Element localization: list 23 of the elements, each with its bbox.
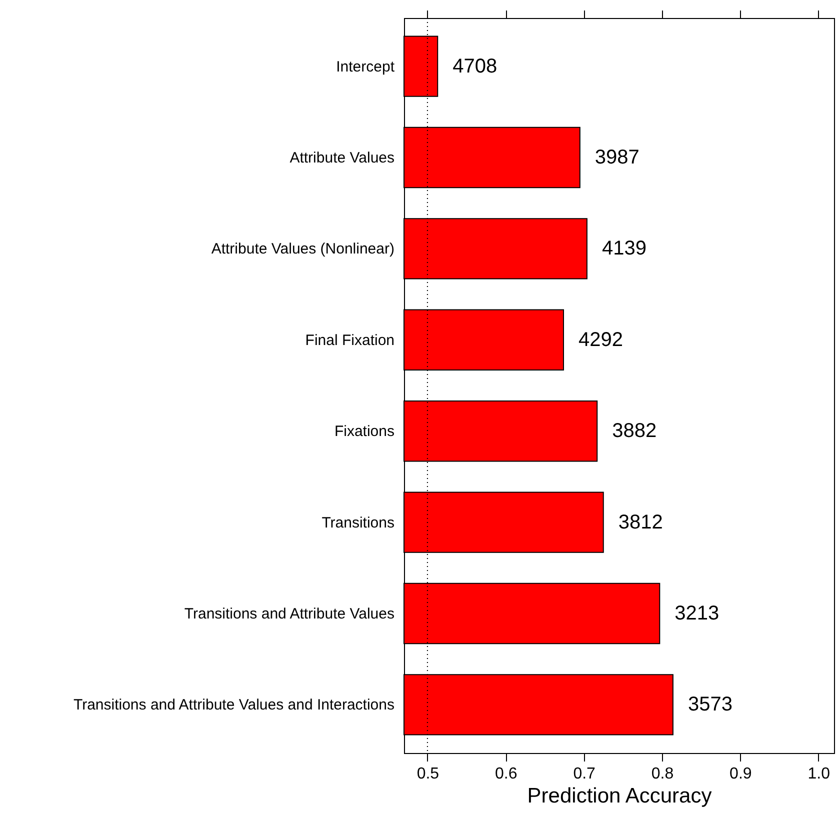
y-tick-label: Intercept: [336, 58, 396, 76]
x-tick-label: 0.7: [573, 766, 596, 782]
x-tick-label: 0.6: [495, 766, 518, 782]
x-tick-label: 1.0: [808, 766, 830, 782]
x-tick-label: 0.8: [651, 766, 674, 782]
annotation: 3987: [594, 146, 640, 169]
annotation: 4292: [578, 328, 623, 351]
annotation: 3213: [674, 602, 720, 624]
x-tick-label: 0.9: [730, 766, 752, 782]
annotation: 3882: [612, 420, 657, 442]
y-tick-label: Transitions and Attribute Values: [184, 605, 394, 622]
y-tick-label: Transitions: [322, 514, 394, 532]
y-tick-label: Attribute Values (Nonlinear): [211, 240, 394, 258]
annotation: 4708: [452, 55, 498, 78]
annotation: 3573: [688, 694, 732, 716]
annotation: 3812: [618, 511, 663, 534]
y-tick-label: Transitions and Attribute Values and Interactions: [73, 696, 394, 714]
x-tick-label: 0.5: [416, 766, 440, 782]
y-tick-label: Attribute Values: [290, 150, 394, 167]
x-axis-title: Prediction Accuracy: [527, 784, 712, 808]
annotation: 4139: [602, 238, 646, 260]
y-tick-label: Fixations: [334, 423, 394, 440]
y-tick-label: Final Fixation: [305, 332, 394, 349]
